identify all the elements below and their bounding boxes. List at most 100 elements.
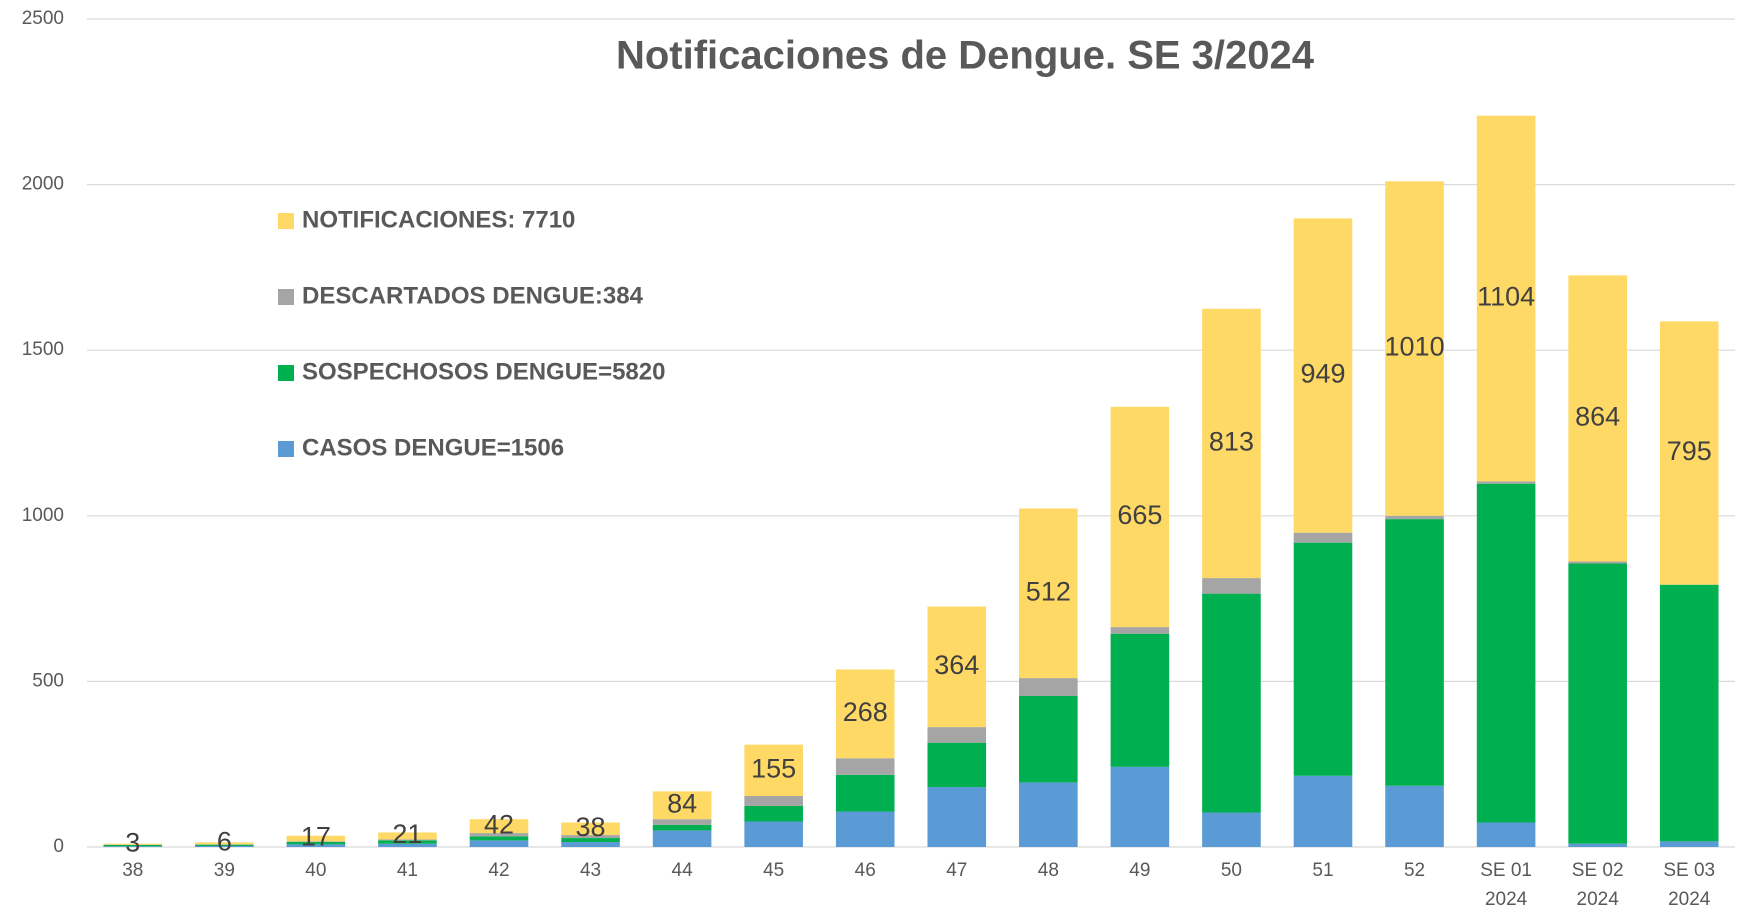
data-label: 813 [1209,427,1254,457]
bar-segment [1202,578,1261,594]
bar-segment [103,845,163,847]
bar-segment [469,840,529,847]
data-label: 1104 [1477,282,1535,312]
bar-segment [835,811,895,847]
bar-segment [1385,519,1444,786]
bar-segment [744,795,803,806]
bar-segment [286,841,346,843]
data-label: 949 [1300,359,1345,389]
x-tick-label: 41 [396,860,418,881]
x-tick-label: SE 03 2024 [1663,860,1716,910]
legend-swatch [278,213,294,229]
bar-segment [652,824,712,831]
bar-segment [1385,181,1444,516]
bar-segment [1476,822,1536,847]
data-label: 665 [1117,500,1162,530]
data-label: 795 [1667,436,1712,466]
bar-segment [1476,481,1536,484]
bar-segment [561,822,620,836]
data-label: 38 [576,812,606,842]
x-tick-label: 50 [1220,860,1242,881]
data-label: 6 [217,826,232,856]
bar-segment [1019,508,1078,679]
y-tick-label: 1000 [22,505,64,526]
y-tick-label: 1500 [22,339,64,360]
bar-segment [1293,218,1353,533]
x-tick-label: 46 [854,860,876,881]
bar-segment [1202,812,1261,847]
bar-segment [927,742,987,788]
bar-segment [1110,633,1170,767]
legend-label: NOTIFICACIONES: 7710 [302,206,575,233]
data-label: 1010 [1385,332,1445,362]
x-tick-label: SE 02 2024 [1571,860,1624,910]
bar-segment [103,846,163,847]
bar-segment [469,819,529,834]
x-tick-label: 48 [1037,860,1059,881]
bar-segment [1659,321,1719,585]
bar-segment [378,832,437,840]
bar-segment [378,843,437,847]
bar-segment [835,669,895,759]
bar-segment [1110,766,1170,847]
data-label: 84 [667,788,697,818]
bar-segment [1568,275,1627,562]
x-tick-label: 49 [1129,860,1151,881]
bar-segment [195,844,254,847]
bar-segment [927,787,987,847]
bar-segment [1568,843,1627,847]
data-label: 3 [125,827,140,857]
bar-segment [652,830,712,847]
bar-segment [927,606,987,728]
bar-segment [1568,563,1627,844]
bar-segment [744,744,803,796]
legend-label: SOSPECHOSOS DENGUE=5820 [302,358,665,385]
bar-segment [286,844,346,847]
y-tick-label: 500 [32,670,64,691]
legend-label: DESCARTADOS DENGUE:384 [302,282,644,309]
data-label: 17 [301,822,331,852]
bar-segment [378,840,437,844]
x-tick-label: 39 [213,860,235,881]
x-tick-label: SE 01 2024 [1480,860,1532,910]
bar-segment [744,821,803,847]
bar-segment [652,819,712,825]
x-tick-label: 47 [946,860,968,881]
bar-segment [286,835,346,842]
bar-segment [927,727,987,743]
data-label: 268 [843,697,888,727]
y-tick-label: 2000 [22,174,64,195]
bar-segment [286,842,346,845]
legend-swatch [278,441,294,457]
legend-swatch [278,289,294,305]
bar-segment [378,839,437,841]
legend-swatch [278,365,294,381]
legend-label: CASOS DENGUE=1506 [302,434,564,461]
bar-segment [835,774,895,812]
x-tick-label: 44 [671,860,693,881]
bar-segment [744,805,803,822]
bar-segment [1110,627,1170,634]
bar-segment [469,836,529,841]
bar-segment [835,758,895,775]
x-tick-label: 42 [488,860,510,881]
bar-segment [1659,584,1719,842]
bar-segment [103,843,163,845]
bar-segment [561,838,620,843]
data-label: 155 [751,753,796,783]
x-tick-label: 40 [305,860,327,881]
bar-segment [195,842,254,845]
bar-segment [1476,115,1536,482]
bar-segment [1293,775,1353,847]
bar-segment [1019,782,1078,847]
x-tick-label: 45 [763,860,785,881]
bar-segment [1202,308,1261,579]
bar-segment [1385,785,1444,847]
data-label: 864 [1575,402,1620,432]
bar-segment [1293,542,1353,776]
bar-segment [1659,841,1719,847]
data-label: 42 [484,809,514,839]
bar-segment [1293,532,1353,543]
